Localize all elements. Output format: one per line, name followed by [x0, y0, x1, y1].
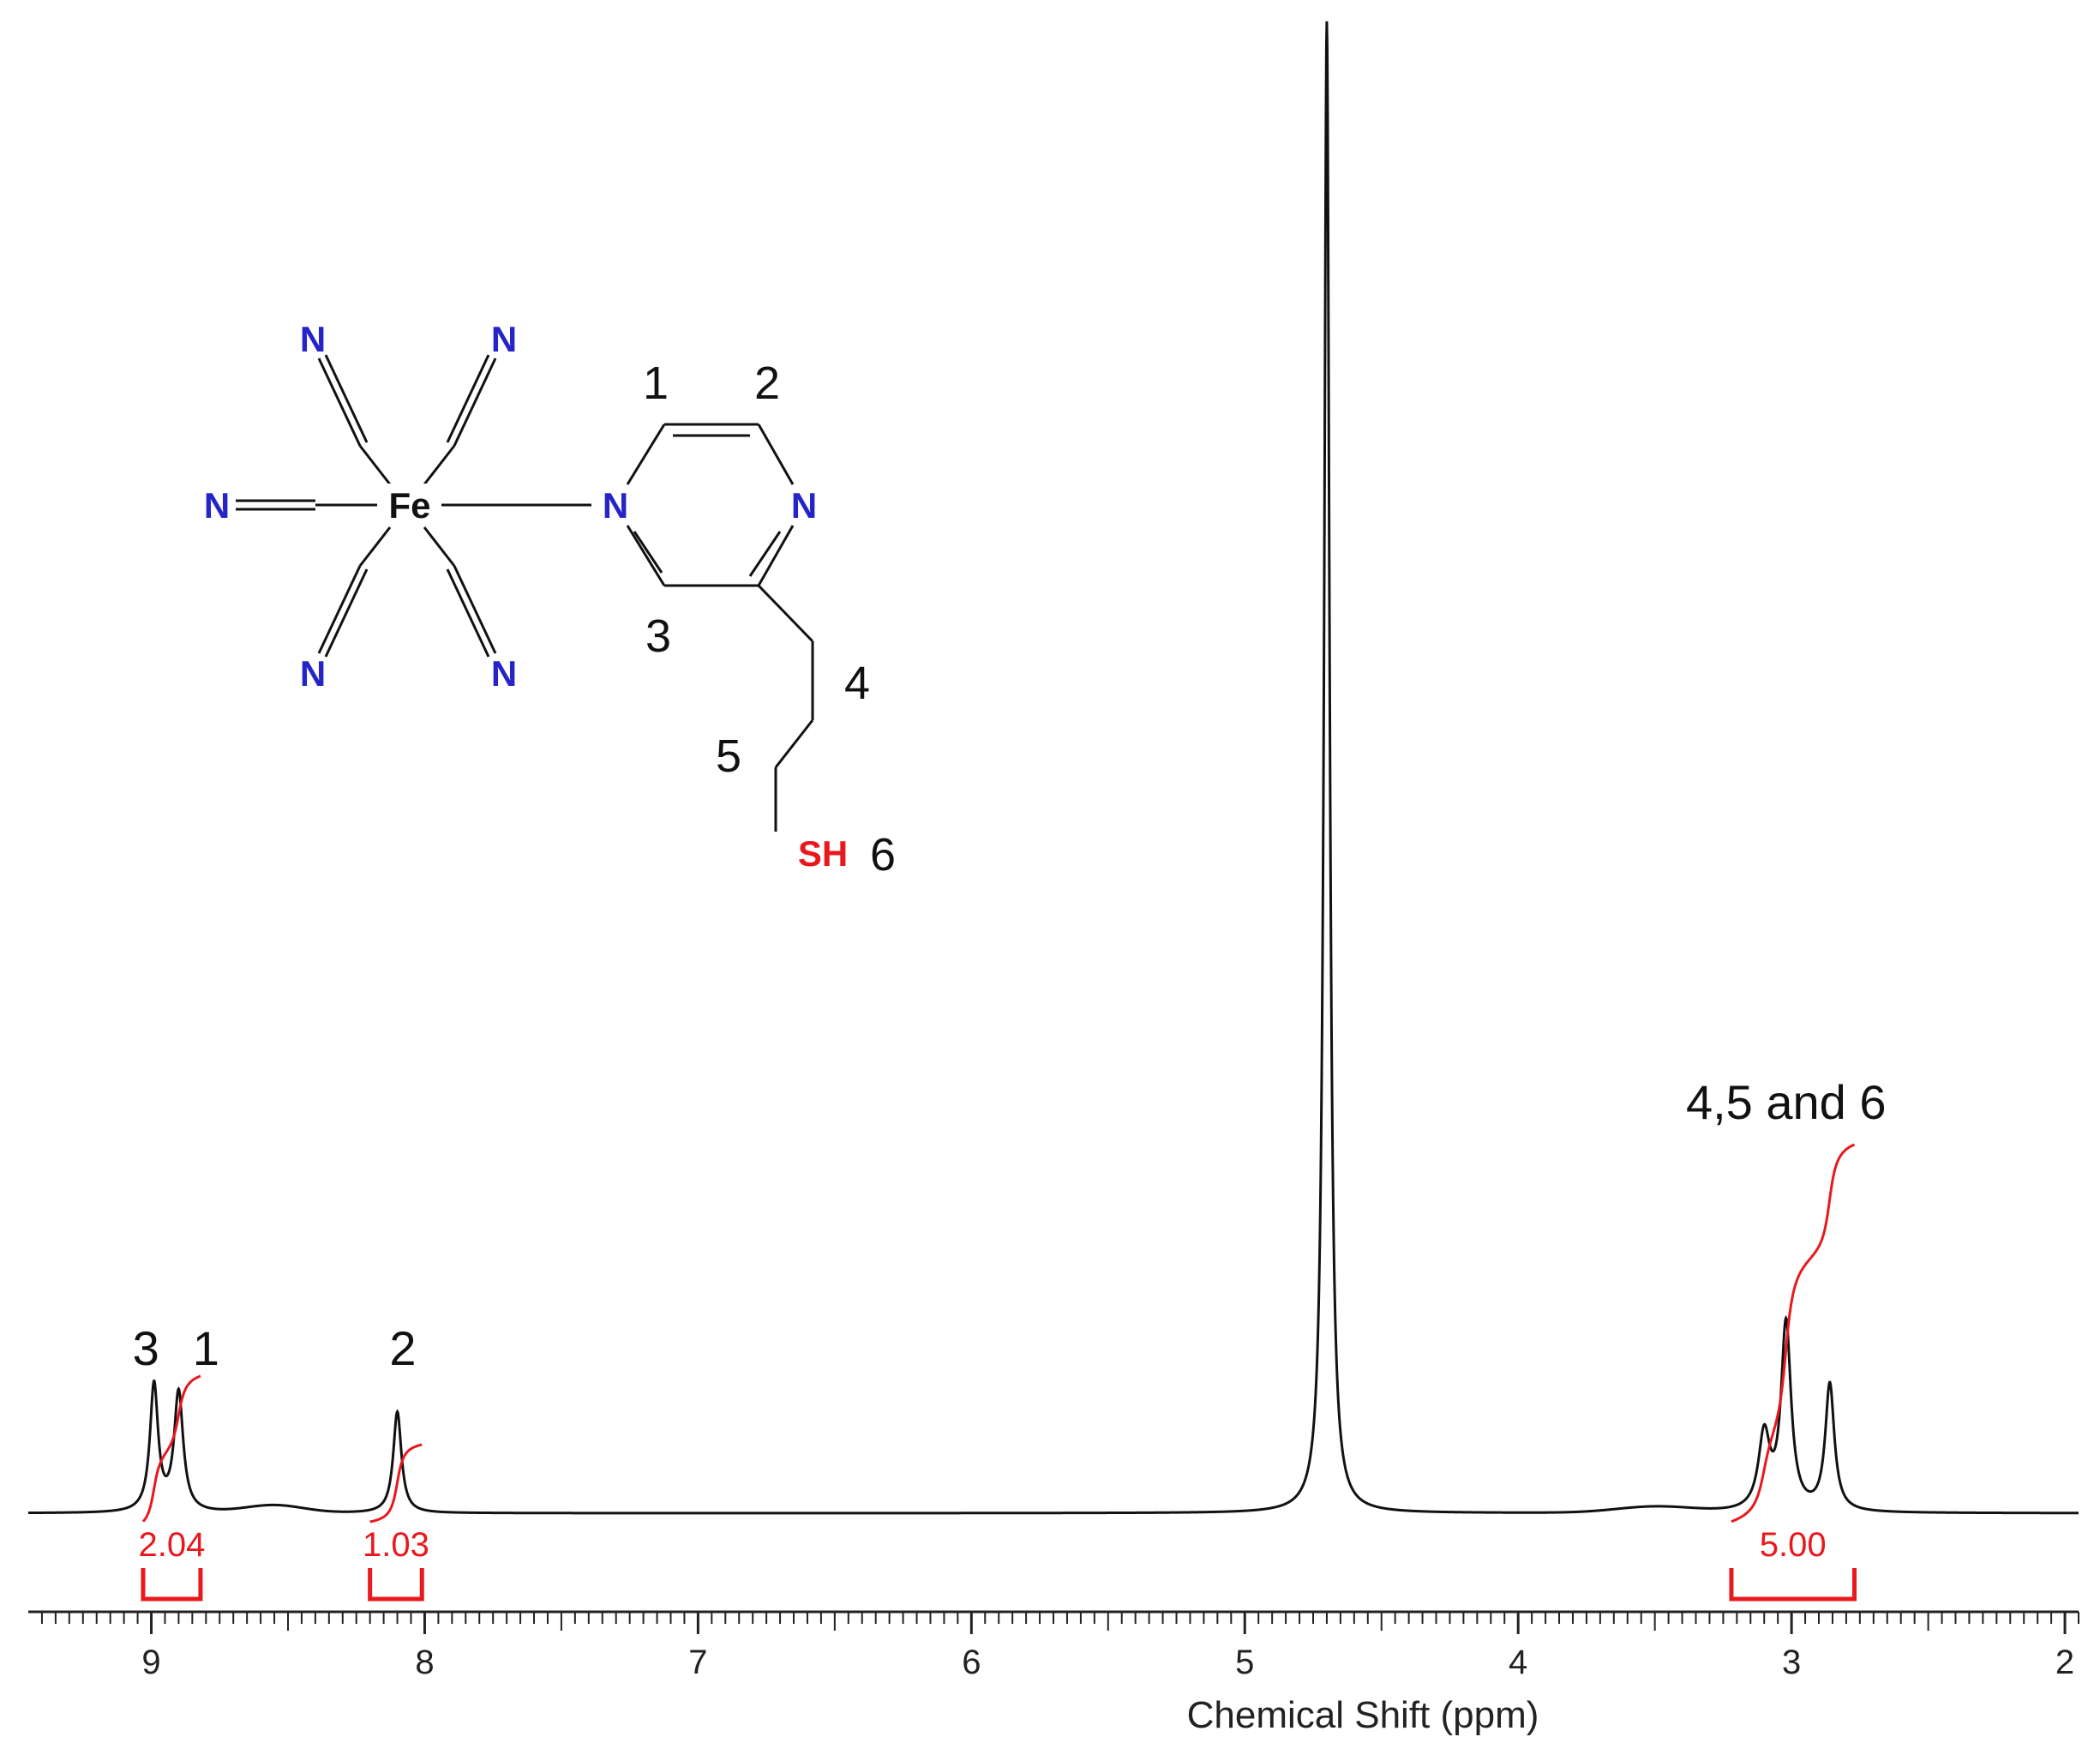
bond-cn-upright-triple-b [446, 354, 490, 443]
integral-curve [141, 1374, 201, 1523]
bond-fe-cn-downright [423, 526, 456, 567]
molecule-structure [236, 354, 814, 832]
sh-group-label: SH [798, 833, 848, 874]
bond-cn-downleft-triple-b [324, 568, 369, 658]
integral-curve [369, 1443, 423, 1524]
ring-bond-n1-c1 [626, 424, 666, 485]
integral-layer: 2.04 1.03 5.00 [139, 1143, 1857, 1602]
integral-value-label: 5.00 [1760, 1526, 1827, 1564]
integral-value-label: 2.04 [139, 1526, 206, 1564]
x-axis-title: Chemical Shift (ppm) [1187, 1694, 1539, 1736]
x-tick-label: 8 [415, 1644, 434, 1681]
integral-bracket [141, 1568, 203, 1602]
bond-cn-downright-triple-b [446, 568, 490, 658]
peak-annotation: 3 [133, 1321, 159, 1375]
n-atom-label-downright: N [491, 653, 517, 694]
n-atom-label-upright: N [491, 319, 517, 359]
x-axis: 9 8 7 6 5 4 3 2 [28, 1610, 2079, 1681]
position-label-5: 5 [716, 730, 741, 782]
fe-atom-label: Fe [388, 485, 430, 526]
peak-annotation: 4,5 and 6 [1686, 1075, 1887, 1129]
position-label-4: 4 [844, 658, 870, 709]
molecule-labels: Fe N N N N N N N SH 1 2 3 4 5 6 [204, 319, 896, 881]
x-tick-label: 6 [962, 1644, 981, 1681]
spectrum-trace [28, 21, 2079, 1515]
n-atom-label-upleft: N [300, 319, 326, 359]
ring-bond-c2-n4 [757, 424, 795, 485]
bond-cn-upright-triple [453, 358, 497, 447]
integral-bracket [368, 1568, 424, 1602]
ring-bond-n4-c3-double [748, 531, 782, 577]
x-tick-label: 3 [1782, 1644, 1801, 1681]
spectrum-layer [28, 21, 2079, 1515]
position-label-6: 6 [870, 829, 896, 881]
x-tick-label: 4 [1509, 1644, 1527, 1681]
x-tick-label: 2 [2055, 1644, 2074, 1681]
x-tick-label: 5 [1235, 1644, 1254, 1681]
integral-value-label: 1.03 [363, 1526, 429, 1564]
peak-annotations: 3 1 2 4,5 and 6 [133, 1075, 1887, 1375]
n-atom-label-ring4: N [791, 485, 817, 526]
position-label-1: 1 [643, 358, 669, 409]
peak-annotation: 2 [389, 1321, 416, 1375]
bond-fe-cn-downleft [358, 526, 392, 567]
bond-cn-downright-triple [453, 565, 497, 654]
ring-bond-n4-c3 [757, 525, 795, 586]
bond-fe-cn-upright [423, 445, 456, 485]
peak-annotation: 1 [193, 1321, 219, 1375]
chain-bond-c3-c4 [757, 584, 814, 643]
position-label-2: 2 [754, 358, 780, 409]
bond-fe-cn-upleft [358, 445, 392, 485]
fe-label-bg [384, 484, 437, 526]
position-label-3: 3 [645, 610, 671, 662]
ring-bond-c4-n1 [626, 525, 666, 586]
integral-curve [1731, 1143, 1856, 1524]
bond-cn-downleft-triple [317, 565, 362, 654]
n-atom-label-ring1: N [603, 485, 628, 526]
bond-cn-upleft-triple [317, 358, 362, 447]
x-tick-label: 7 [688, 1644, 707, 1681]
bond-cn-upleft-triple-b [324, 354, 369, 443]
n-atom-label-downleft: N [300, 653, 326, 694]
integral-bracket [1729, 1568, 1857, 1602]
ring-bond-c4-n1-double [633, 531, 663, 574]
n-atom-label-left: N [204, 485, 230, 526]
chain-bond-c5-c6 [774, 719, 814, 768]
x-tick-label: 9 [141, 1644, 160, 1681]
